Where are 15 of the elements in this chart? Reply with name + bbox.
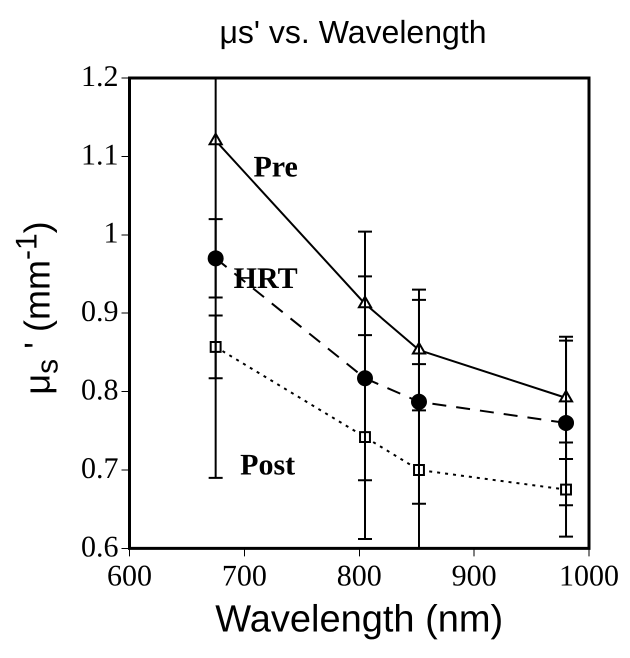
x-axis-title: Wavelength (nm) xyxy=(215,598,504,641)
x-tick-label: 800 xyxy=(336,559,382,592)
y-tick-label: 0.7 xyxy=(81,452,118,485)
chart-title: μs' vs. Wavelength xyxy=(218,14,488,51)
y-tick-label: 1 xyxy=(104,216,118,250)
y-tick-label: 0.9 xyxy=(81,295,118,328)
series-label: Post xyxy=(240,448,296,482)
y-tick-label: 1.2 xyxy=(81,60,118,93)
x-tick-label: 1000 xyxy=(559,559,619,592)
y-tick-label: 1.1 xyxy=(81,138,118,172)
series-label: Pre xyxy=(253,150,298,184)
y-tick-label: 0.8 xyxy=(81,373,118,406)
x-tick-label: 900 xyxy=(452,559,497,592)
x-tick-label: 700 xyxy=(222,559,267,592)
series-label: HRT xyxy=(234,262,298,296)
